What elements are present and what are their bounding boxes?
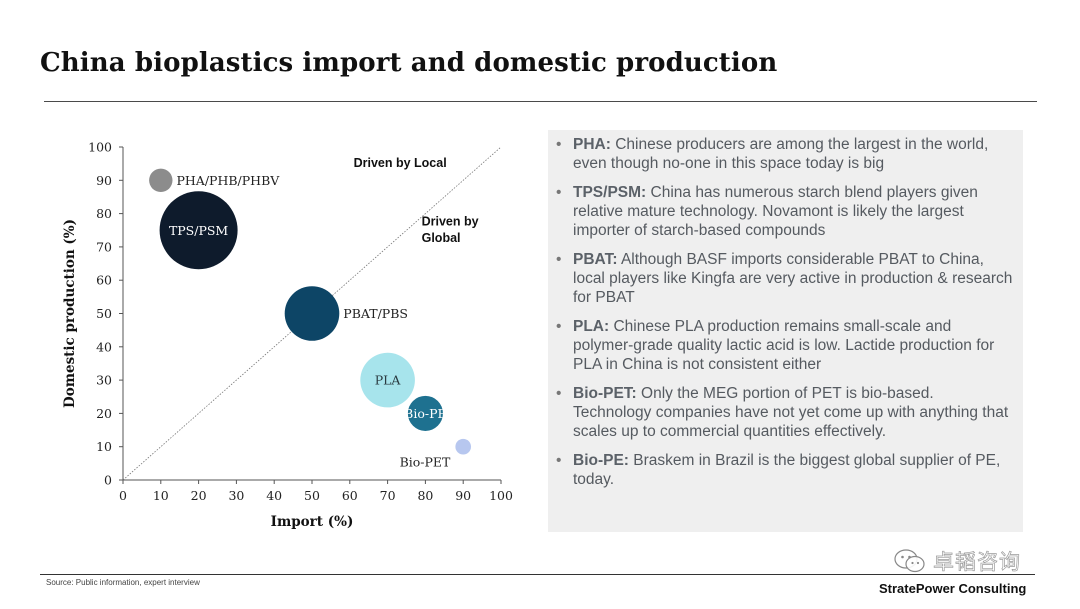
brand-name: StratePower Consulting [879, 581, 1027, 596]
x-tick-label: 40 [266, 488, 282, 503]
x-tick-label: 100 [489, 488, 513, 503]
bubble-point [149, 168, 173, 192]
note-text: Only the MEG portion of PET is bio-based… [573, 385, 1009, 440]
note-term: Bio-PE: [573, 452, 629, 469]
x-tick-label: 60 [342, 488, 358, 503]
note-item: • Bio-PET: Only the MEG portion of PET is… [556, 384, 1013, 441]
note-text: Chinese PLA production remains small-sca… [573, 318, 995, 373]
bullet-icon: • [556, 251, 562, 268]
x-tick-label: 80 [417, 488, 433, 503]
wechat-icon [894, 549, 925, 573]
y-tick-label: 10 [96, 439, 112, 454]
region-label-global-line1: Driven by [422, 214, 479, 228]
bubble-chart-svg: 0 10 20 30 40 50 60 70 80 90 100 0 10 20 30 40 50 60 70 80 9… [62, 140, 513, 531]
footer-divider [40, 574, 1035, 575]
x-tick-label: 30 [228, 488, 244, 503]
watermark-text: 卓韬咨询 [933, 550, 1021, 575]
note-item: • PHA: Chinese producers are among the la… [556, 135, 1013, 173]
bullet-icon: • [556, 385, 562, 402]
bubble-label: PHA/PHB/PHBV [177, 173, 281, 188]
note-item: • PLA: Chinese PLA production remains sma… [556, 317, 1013, 374]
x-axis-title: Import (%) [271, 514, 354, 530]
bubble-point [407, 395, 443, 431]
y-tick-label: 20 [96, 406, 112, 421]
region-label-local: Driven by Local [354, 156, 447, 170]
bullet-icon: • [556, 136, 562, 153]
bullet-icon: • [556, 318, 562, 335]
x-tick-label: 10 [153, 488, 169, 503]
y-tick-label: 90 [96, 173, 112, 188]
x-tick-label: 20 [191, 488, 207, 503]
note-term: PLA: [573, 318, 610, 335]
note-term: TPS/PSM: [573, 184, 647, 201]
y-tick-label: 80 [96, 206, 112, 221]
bubble-label: PLA [375, 373, 402, 388]
y-axis-title: Domestic production (%) [62, 219, 78, 408]
region-label-global-line2: Global [422, 231, 461, 245]
note-text: Chinese producers are among the largest … [573, 136, 989, 172]
x-tick-label: 70 [380, 488, 396, 503]
y-tick-label: 60 [96, 273, 112, 288]
y-tick-label: 50 [96, 306, 112, 321]
note-item: • TPS/PSM: China has numerous starch blen… [556, 183, 1013, 240]
note-term: Bio-PET: [573, 385, 637, 402]
note-term: PBAT: [573, 251, 618, 268]
y-tick-label: 70 [96, 239, 112, 254]
note-text: China has numerous starch blend players … [573, 184, 978, 239]
bullet-icon: • [556, 184, 562, 201]
bubble-point [360, 352, 415, 408]
bubble-label: Bio-PE [404, 406, 446, 421]
bubble-point [455, 438, 472, 455]
note-item: • Bio-PE: Braskem in Brazil is the bigges… [556, 451, 1013, 489]
bubble-label: PBAT/PBS [343, 306, 408, 321]
page-title: China bioplastics import and domestic pr… [40, 48, 778, 78]
source-note: Source: Public information, expert inter… [46, 578, 200, 587]
notes-list: • PHA: Chinese producers are among the la… [548, 130, 1023, 489]
x-tick-label: 50 [304, 488, 320, 503]
y-tick-label: 0 [104, 473, 112, 488]
bubble-point [159, 191, 238, 270]
note-text: Although BASF imports considerable PBAT … [573, 251, 1013, 306]
notes-panel: • PHA: Chinese producers are among the la… [548, 130, 1023, 532]
bullet-icon: • [556, 452, 562, 469]
bubble-chart: 0 10 20 30 40 50 60 70 80 90 100 0 10 20 30 40 50 60 70 80 9… [55, 130, 525, 540]
y-tick-label: 100 [88, 140, 112, 155]
note-item: • PBAT: Although BASF imports considerabl… [556, 250, 1013, 307]
bubble-label: Bio-PET [400, 455, 451, 470]
x-tick-label: 90 [455, 488, 471, 503]
y-tick-label: 40 [96, 339, 112, 354]
y-tick-label: 30 [96, 373, 112, 388]
watermark: 卓韬咨询 [893, 545, 1021, 577]
x-tick-label: 0 [119, 488, 127, 503]
bubble-point [284, 286, 340, 341]
note-text: Braskem in Brazil is the biggest global … [573, 452, 1001, 488]
title-divider [44, 101, 1037, 102]
note-term: PHA: [573, 136, 611, 153]
bubble-label: TPS/PSM [169, 223, 228, 238]
